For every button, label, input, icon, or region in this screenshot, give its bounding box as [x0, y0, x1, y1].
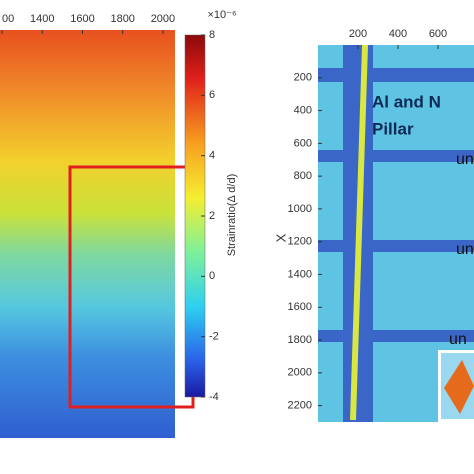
pillar-map — [318, 45, 474, 422]
y-tick-label: 600 — [294, 137, 312, 149]
colorbar-tick-label: 2 — [209, 210, 215, 222]
y-tick-label: 2200 — [288, 400, 312, 412]
x-tick-label: 200 — [349, 28, 367, 40]
annotation: un — [456, 151, 474, 168]
annotation: un — [449, 331, 467, 348]
annotation: Pillar — [372, 119, 414, 138]
y-axis-label: X — [273, 233, 288, 242]
x-tick-label: 1800 — [110, 13, 134, 25]
x-tick-label: 1400 — [30, 13, 54, 25]
y-tick-label: 1800 — [288, 334, 312, 346]
x-tick-label: 00 — [2, 13, 14, 25]
colorbar-tick-label: -4 — [209, 391, 219, 403]
annotation: un — [456, 241, 474, 258]
colorbar-tick-label: 4 — [209, 150, 215, 162]
y-tick-label: 800 — [294, 170, 312, 182]
y-tick-label: 2000 — [288, 367, 312, 379]
x-tick-label: 400 — [389, 28, 407, 40]
y-tick-label: 400 — [294, 104, 312, 116]
annotation: Al and N — [372, 92, 441, 111]
x-tick-label: 600 — [429, 28, 447, 40]
y-tick-label: 1200 — [288, 236, 312, 248]
y-tick-label: 1000 — [288, 203, 312, 215]
colorbar-tick-label: -2 — [209, 331, 219, 343]
y-tick-label: 200 — [294, 72, 312, 84]
x-tick-label: 1600 — [70, 13, 94, 25]
y-tick-label: 1600 — [288, 301, 312, 313]
y-tick-label: 1400 — [288, 268, 312, 280]
strain-map — [0, 30, 175, 438]
colorbar-scale: ×10⁻⁶ — [208, 9, 237, 21]
x-tick-label: 2000 — [151, 13, 175, 25]
colorbar-tick-label: 8 — [209, 29, 215, 41]
colorbar-label: Strainratio(Δ d/d) — [226, 174, 238, 257]
colorbar-tick-label: 0 — [209, 270, 215, 282]
colorbar-tick-label: 6 — [209, 89, 215, 101]
